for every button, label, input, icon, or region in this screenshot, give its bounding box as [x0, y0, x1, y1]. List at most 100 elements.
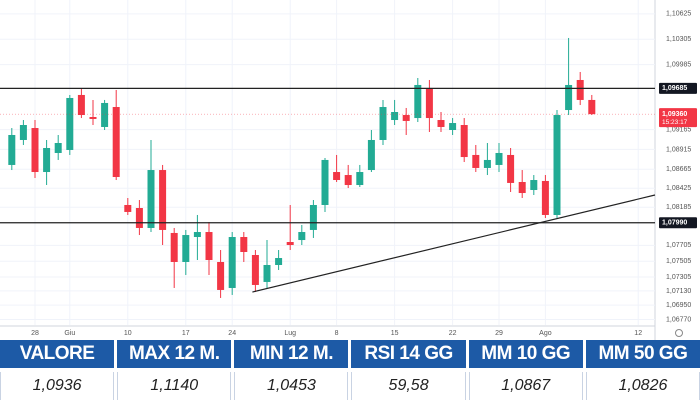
- y-tick-label: 1,08665: [666, 166, 691, 173]
- table-cell: 1,0453: [234, 372, 349, 400]
- candle-body: [460, 125, 468, 158]
- candle-body: [333, 172, 341, 181]
- y-tick-label: 1,09165: [666, 126, 691, 133]
- candle-body: [367, 139, 375, 171]
- table-cell: 1,0867: [468, 372, 583, 400]
- x-tick-label: Ago: [539, 330, 552, 337]
- candle-body: [530, 180, 538, 191]
- x-tick-label: 12: [634, 330, 642, 337]
- candle-body: [147, 170, 155, 228]
- y-tick-label: 1,10625: [666, 11, 691, 18]
- candle-body: [553, 115, 561, 215]
- x-tick-label: Giu: [64, 330, 75, 337]
- level-tag: [659, 82, 697, 94]
- candle-body: [159, 170, 167, 230]
- candle-body: [263, 264, 271, 282]
- candle-body: [112, 107, 120, 178]
- candle-body: [402, 115, 410, 121]
- candle-body: [495, 152, 503, 165]
- candle-body: [228, 237, 236, 288]
- y-tick-label: 1,09985: [666, 61, 691, 68]
- candle-body: [89, 117, 97, 119]
- candle-body: [588, 99, 596, 115]
- y-tick-label: 1,08185: [666, 204, 691, 211]
- candle-body: [8, 134, 16, 165]
- candle-body: [124, 204, 132, 212]
- candle-body: [205, 232, 213, 260]
- candle-body: [54, 143, 62, 153]
- candle-body: [414, 84, 422, 119]
- table-header-cell: MIN 12 M.: [234, 340, 349, 368]
- candle-body: [286, 242, 294, 246]
- y-tick-label: 1,07705: [666, 242, 691, 249]
- y-tick-label: 1,07505: [666, 258, 691, 265]
- candle-body: [472, 154, 480, 168]
- x-tick-label: 29: [495, 330, 503, 337]
- candle-body: [66, 97, 74, 150]
- level-tag: [659, 217, 697, 229]
- x-tick-label: 24: [228, 330, 236, 337]
- candle-body: [298, 232, 306, 241]
- table-header-cell: MM 50 GG: [585, 340, 700, 368]
- last-price-tag: [659, 108, 697, 128]
- candle-body: [576, 79, 584, 100]
- candle-body: [449, 123, 457, 130]
- candle-body: [193, 232, 201, 238]
- chart-background: [0, 0, 700, 340]
- candle-body: [77, 94, 85, 116]
- settings-icon[interactable]: [675, 329, 683, 337]
- candle-body: [19, 125, 27, 140]
- table-cell: 59,58: [351, 372, 466, 400]
- candle-body: [182, 235, 190, 262]
- x-tick-label: 8: [335, 330, 339, 337]
- candle-body: [344, 175, 352, 186]
- candle-body: [356, 172, 364, 186]
- candle-body: [217, 261, 225, 290]
- y-tick-label: 1,08915: [666, 146, 691, 153]
- chart: 1,10625 1,10305 1,09985 1,09165 1,08915 1,086…: [0, 0, 700, 340]
- candle-body: [437, 120, 445, 127]
- table-cell: 1,1140: [117, 372, 232, 400]
- y-tick-label: 1,06950: [666, 302, 691, 309]
- y-tick-label: 1,06770: [666, 316, 691, 323]
- x-tick-label: 28: [31, 330, 39, 337]
- candle-body: [321, 159, 329, 205]
- candle-body: [425, 87, 433, 119]
- table-cell: 1,0826: [585, 372, 700, 400]
- x-tick-label: Lug: [284, 330, 296, 337]
- last-price-label: 1,09360: [662, 111, 687, 118]
- candle-body: [518, 182, 526, 194]
- candle-body: [251, 255, 259, 285]
- candle-body: [240, 237, 248, 252]
- table-header-cell: MAX 12 M.: [117, 340, 232, 368]
- candle-body: [101, 102, 109, 127]
- candle-body: [507, 154, 515, 183]
- candle-body: [391, 112, 399, 121]
- table-header-cell: VALORE: [0, 340, 115, 368]
- candle-body: [483, 159, 491, 168]
- candle-body: [43, 147, 51, 173]
- candle-body: [379, 107, 387, 140]
- y-tick-label: 1,08425: [666, 185, 691, 192]
- x-tick-label: 22: [449, 330, 457, 337]
- y-tick-label: 1,07305: [666, 274, 691, 281]
- candle-body: [135, 208, 143, 228]
- last-price-time: 15:23:17: [662, 119, 688, 126]
- candle-body: [31, 128, 39, 173]
- x-tick-label: 15: [391, 330, 399, 337]
- level-tag-label: 1,07990: [662, 220, 687, 227]
- candle-body: [541, 180, 549, 215]
- level-tag-label: 1,09685: [662, 85, 687, 92]
- y-tick-label: 1,10305: [666, 36, 691, 43]
- stats-table: VALORE MAX 12 M. MIN 12 M. RSI 14 GG MM 10 G…: [0, 340, 700, 400]
- candle-body: [275, 258, 283, 265]
- y-tick-label: 1,07130: [666, 288, 691, 295]
- candle-body: [565, 84, 573, 111]
- table-header-cell: MM 10 GG: [468, 340, 583, 368]
- table-cell: 1,0936: [0, 372, 115, 400]
- x-tick-label: 17: [182, 330, 190, 337]
- x-tick-label: 10: [124, 330, 132, 337]
- trend-line: [252, 194, 656, 293]
- table-header-cell: RSI 14 GG: [351, 340, 466, 368]
